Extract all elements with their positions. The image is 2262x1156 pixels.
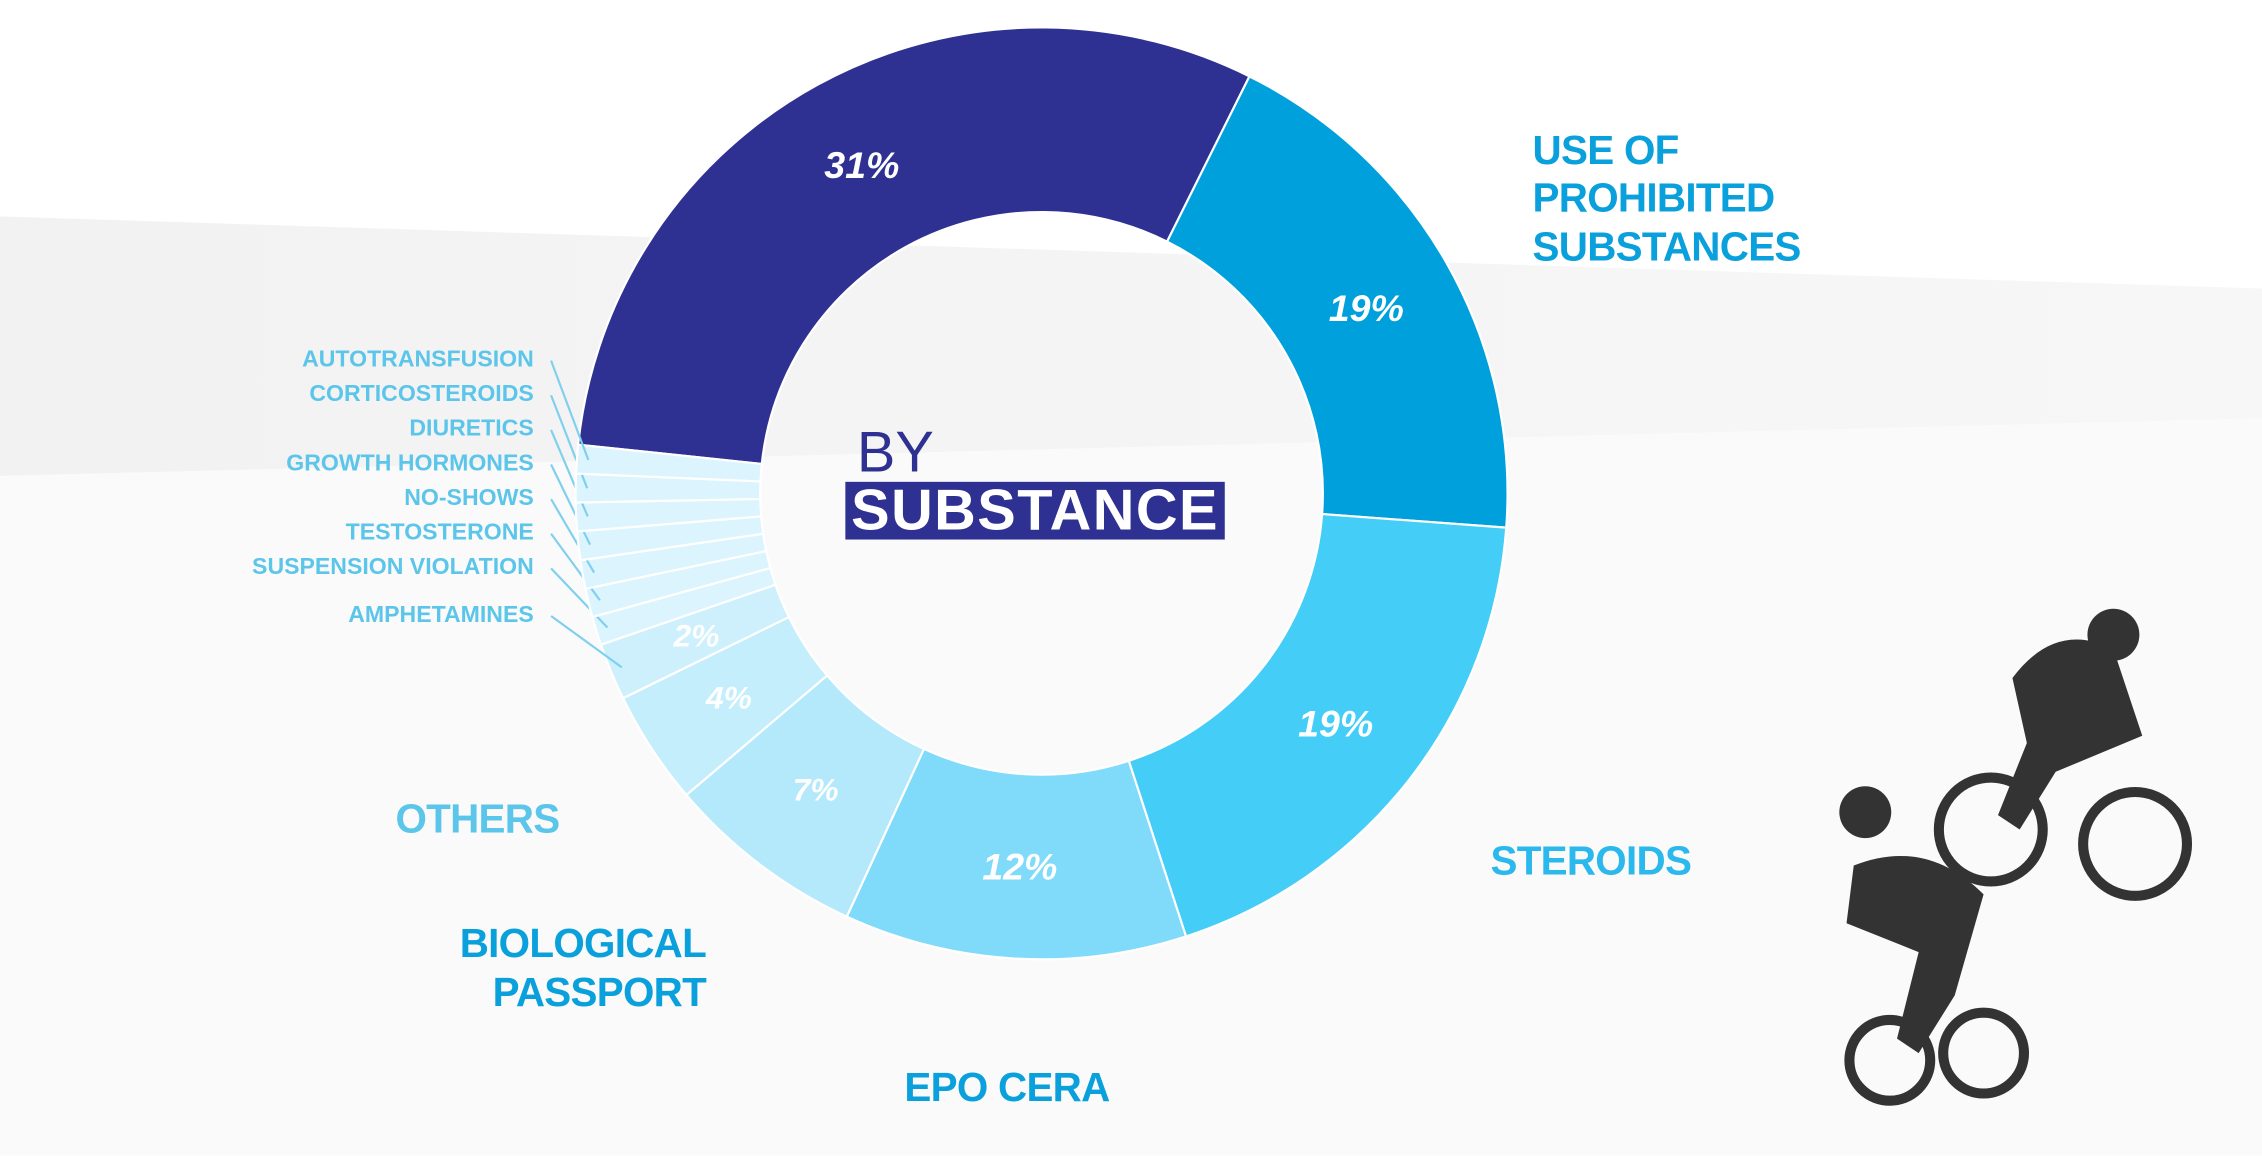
value-label: 19% xyxy=(1298,701,1374,745)
category-label: STEROIDS xyxy=(1490,838,1692,883)
category-label: AMPHETAMINES xyxy=(348,603,534,628)
leader-line xyxy=(550,567,609,629)
value-label: 4% xyxy=(706,679,752,716)
category-label: SUSPENSION VIOLATION xyxy=(252,555,534,580)
category-label: GROWTH HORMONES xyxy=(286,451,534,477)
slice xyxy=(1127,512,1508,938)
category-label: DIURETICS xyxy=(409,416,534,442)
value-label: 2% xyxy=(673,617,720,654)
leader-line xyxy=(550,533,601,601)
center-title: SUBSTANCE xyxy=(845,481,1225,540)
value-label: 31% xyxy=(824,143,900,187)
slice xyxy=(1165,74,1509,529)
category-label: OTHERS xyxy=(395,796,560,842)
value-label: 7% xyxy=(792,772,839,809)
value-label: 12% xyxy=(982,844,1058,888)
slice xyxy=(576,26,1251,466)
donut xyxy=(550,26,1509,961)
category-label: USE OF PROHIBITED SUBSTANCES xyxy=(1532,127,1802,270)
leader-line xyxy=(550,360,590,461)
category-label: AUTOTRANSFUSION xyxy=(302,347,534,373)
category-label: NO-SHOWS xyxy=(404,486,534,511)
cyclists xyxy=(1839,608,2193,1106)
category-label: TESTOSTERONE xyxy=(345,520,534,546)
category-label: EPO CERA xyxy=(904,1065,1110,1111)
slice xyxy=(574,443,763,483)
category-label: CORTICOSTEROIDS xyxy=(309,382,534,407)
background-band xyxy=(0,216,2262,477)
center-title: BY xyxy=(856,421,934,485)
category-label: BIOLOGICAL PASSPORT xyxy=(459,920,707,1015)
value-label: 19% xyxy=(1328,286,1404,330)
leader-line xyxy=(550,615,623,669)
